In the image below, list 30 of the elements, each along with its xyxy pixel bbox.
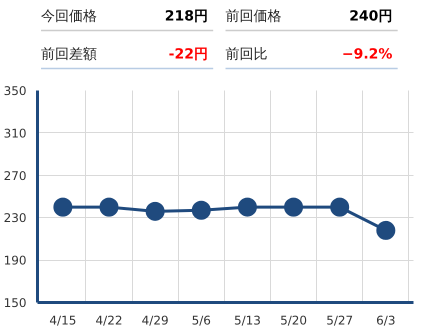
point xyxy=(53,198,72,217)
x-tick-label: 5/27 xyxy=(326,314,354,328)
y-tick-label: 150 xyxy=(4,296,26,310)
y-tick-label: 190 xyxy=(4,254,26,268)
x-tick-label: 5/20 xyxy=(280,314,308,328)
point xyxy=(192,200,211,220)
x-tick-label: 4/29 xyxy=(142,314,169,328)
x-tick-label: 5/13 xyxy=(234,314,261,328)
x-tick-label: 4/15 xyxy=(49,314,76,328)
text: 240円 xyxy=(349,8,392,24)
y-tick-label: 270 xyxy=(4,168,26,183)
x-tick-label: 5/6 xyxy=(192,314,211,328)
text: −9.2% xyxy=(342,46,392,62)
text: -22円 xyxy=(168,46,208,62)
x-tick-label: 6/3 xyxy=(376,314,396,328)
point xyxy=(330,198,350,217)
point xyxy=(146,202,165,221)
point xyxy=(284,198,304,217)
text: 前回比 xyxy=(226,46,268,62)
point xyxy=(376,220,396,240)
text: 今回価格 xyxy=(41,8,98,24)
text: 前回価格 xyxy=(226,8,282,24)
point xyxy=(238,198,257,217)
point xyxy=(100,198,119,217)
y-tick-label: 230 xyxy=(4,211,26,226)
x-tick-label: 4/22 xyxy=(96,314,122,328)
y-tick-label: 350 xyxy=(4,84,26,98)
text: 218円 xyxy=(164,8,208,24)
y-tick-label: 310 xyxy=(4,126,26,140)
text: 前回差額 xyxy=(41,46,98,62)
